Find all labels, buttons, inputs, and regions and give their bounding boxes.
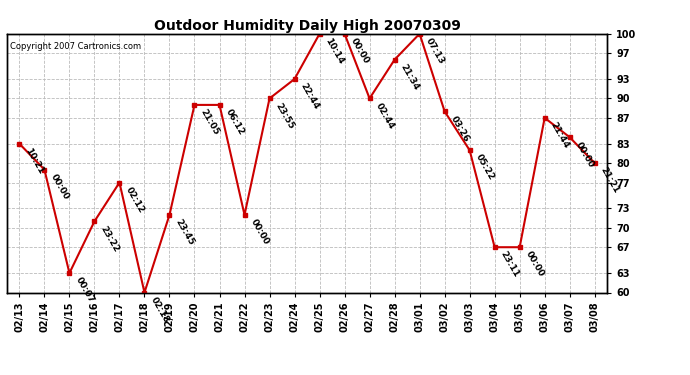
Text: 02:44: 02:44	[374, 101, 396, 130]
Text: 00:00: 00:00	[48, 172, 70, 201]
Text: 10:14: 10:14	[324, 36, 346, 66]
Text: 00:00: 00:00	[248, 217, 270, 246]
Text: 02:18: 02:18	[148, 295, 170, 324]
Text: Copyright 2007 Cartronics.com: Copyright 2007 Cartronics.com	[10, 42, 141, 51]
Text: 21:34: 21:34	[399, 62, 421, 92]
Text: 02:12: 02:12	[124, 185, 146, 214]
Text: 22:44: 22:44	[299, 82, 321, 111]
Text: 00:00: 00:00	[524, 250, 546, 279]
Text: 07:13: 07:13	[424, 36, 446, 66]
Text: 23:22: 23:22	[99, 224, 121, 254]
Text: 21:21: 21:21	[599, 166, 621, 195]
Text: 06:12: 06:12	[224, 108, 246, 137]
Text: 21:44: 21:44	[549, 121, 571, 150]
Text: 23:45: 23:45	[174, 217, 196, 247]
Text: 00:07: 00:07	[74, 276, 96, 305]
Text: 10:21: 10:21	[23, 147, 46, 176]
Title: Outdoor Humidity Daily High 20070309: Outdoor Humidity Daily High 20070309	[154, 19, 460, 33]
Text: 03:26: 03:26	[448, 114, 471, 143]
Text: 05:22: 05:22	[474, 153, 496, 182]
Text: 00:00: 00:00	[574, 140, 595, 169]
Text: 23:11: 23:11	[499, 250, 521, 279]
Text: 23:55: 23:55	[274, 101, 296, 130]
Text: 00:00: 00:00	[348, 36, 371, 65]
Text: 21:05: 21:05	[199, 108, 221, 137]
